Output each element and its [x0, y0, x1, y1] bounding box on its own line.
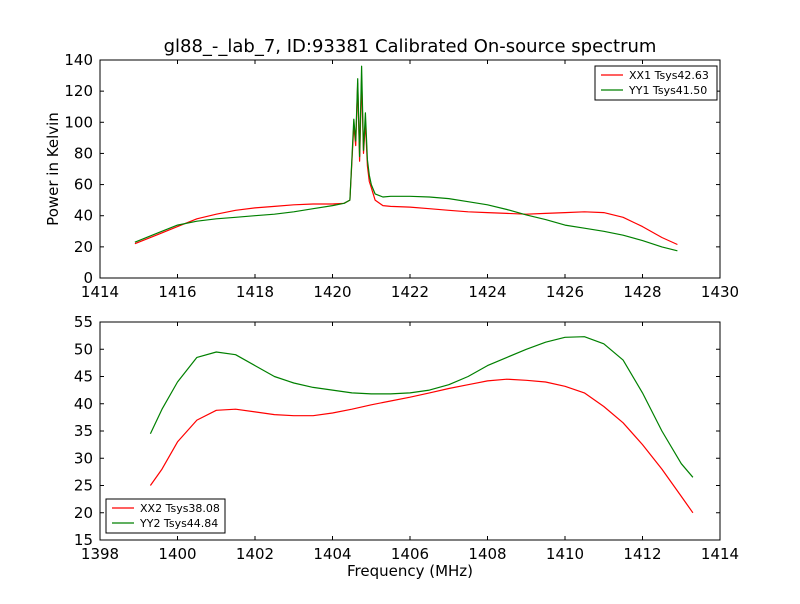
x-tick-label: 1410: [546, 545, 584, 563]
legend-label: XX1 Tsys42.63: [629, 69, 709, 82]
x-tick-label: 1420: [313, 283, 351, 301]
y-tick-label: 35: [74, 422, 93, 440]
y-tick-label: 80: [74, 144, 93, 162]
y-tick-label: 100: [64, 113, 93, 131]
legend-label: YY1 Tsys41.50: [628, 84, 707, 97]
y-tick-label: 40: [74, 207, 93, 225]
series-line-1: [149, 378, 694, 514]
x-tick-label: 1422: [391, 283, 429, 301]
x-tick-label: 1424: [468, 283, 506, 301]
legend-label: YY2 Tsys44.84: [139, 517, 218, 530]
x-tick-label: 1402: [236, 545, 274, 563]
x-tick-label: 1416: [158, 283, 196, 301]
y-tick-label: 25: [74, 477, 93, 495]
y-tick-label: 140: [64, 51, 93, 69]
series-line-2: [134, 65, 678, 252]
series-line-2: [149, 336, 694, 478]
legend-box: [594, 65, 718, 101]
y-tick-label: 40: [74, 395, 93, 413]
y-tick-label: 45: [74, 368, 93, 386]
y-tick-label: 20: [74, 504, 93, 522]
series-line-1: [134, 78, 678, 246]
x-tick-label: 1426: [546, 283, 584, 301]
x-tick-label: 1408: [468, 545, 506, 563]
y-tick-label: 15: [74, 531, 93, 549]
x-tick-label: 1414: [701, 545, 739, 563]
x-tick-label: 1400: [158, 545, 196, 563]
y-tick-label: 30: [74, 449, 93, 467]
x-tick-label: 1404: [313, 545, 351, 563]
x-tick-label: 1418: [236, 283, 274, 301]
y-axis-label: Power in Kelvin: [44, 112, 62, 226]
x-tick-label: 1414: [81, 283, 119, 301]
bottom-spectrum-panel: 1398 1400 1402 1404 1406 1408 1410 1412 1414 15 20…: [74, 313, 739, 580]
x-axis-label: Frequency (MHz): [347, 562, 473, 580]
y-tick-label: 60: [74, 176, 93, 194]
x-tick-label: 1406: [391, 545, 429, 563]
legend-label: XX2 Tsys38.08: [140, 502, 220, 515]
x-tick-label: 1412: [623, 545, 661, 563]
chart-title: gl88_-_lab_7, ID:93381 Calibrated On-sou…: [164, 36, 657, 57]
y-tick-label: 50: [74, 340, 93, 358]
y-tick-label: 55: [74, 313, 93, 331]
x-tick-label: 1428: [623, 283, 661, 301]
y-tick-label: 0: [83, 269, 93, 287]
legend-box: [105, 498, 226, 534]
x-tick-label: 1430: [701, 283, 739, 301]
y-tick-label: 20: [74, 238, 93, 256]
top-spectrum-panel: 1414 1416 1418 1420 1422 1424 1426 1428 1430 0 20 4…: [44, 36, 739, 301]
x-tick-label: 1398: [81, 545, 119, 563]
y-tick-label: 120: [64, 82, 93, 100]
